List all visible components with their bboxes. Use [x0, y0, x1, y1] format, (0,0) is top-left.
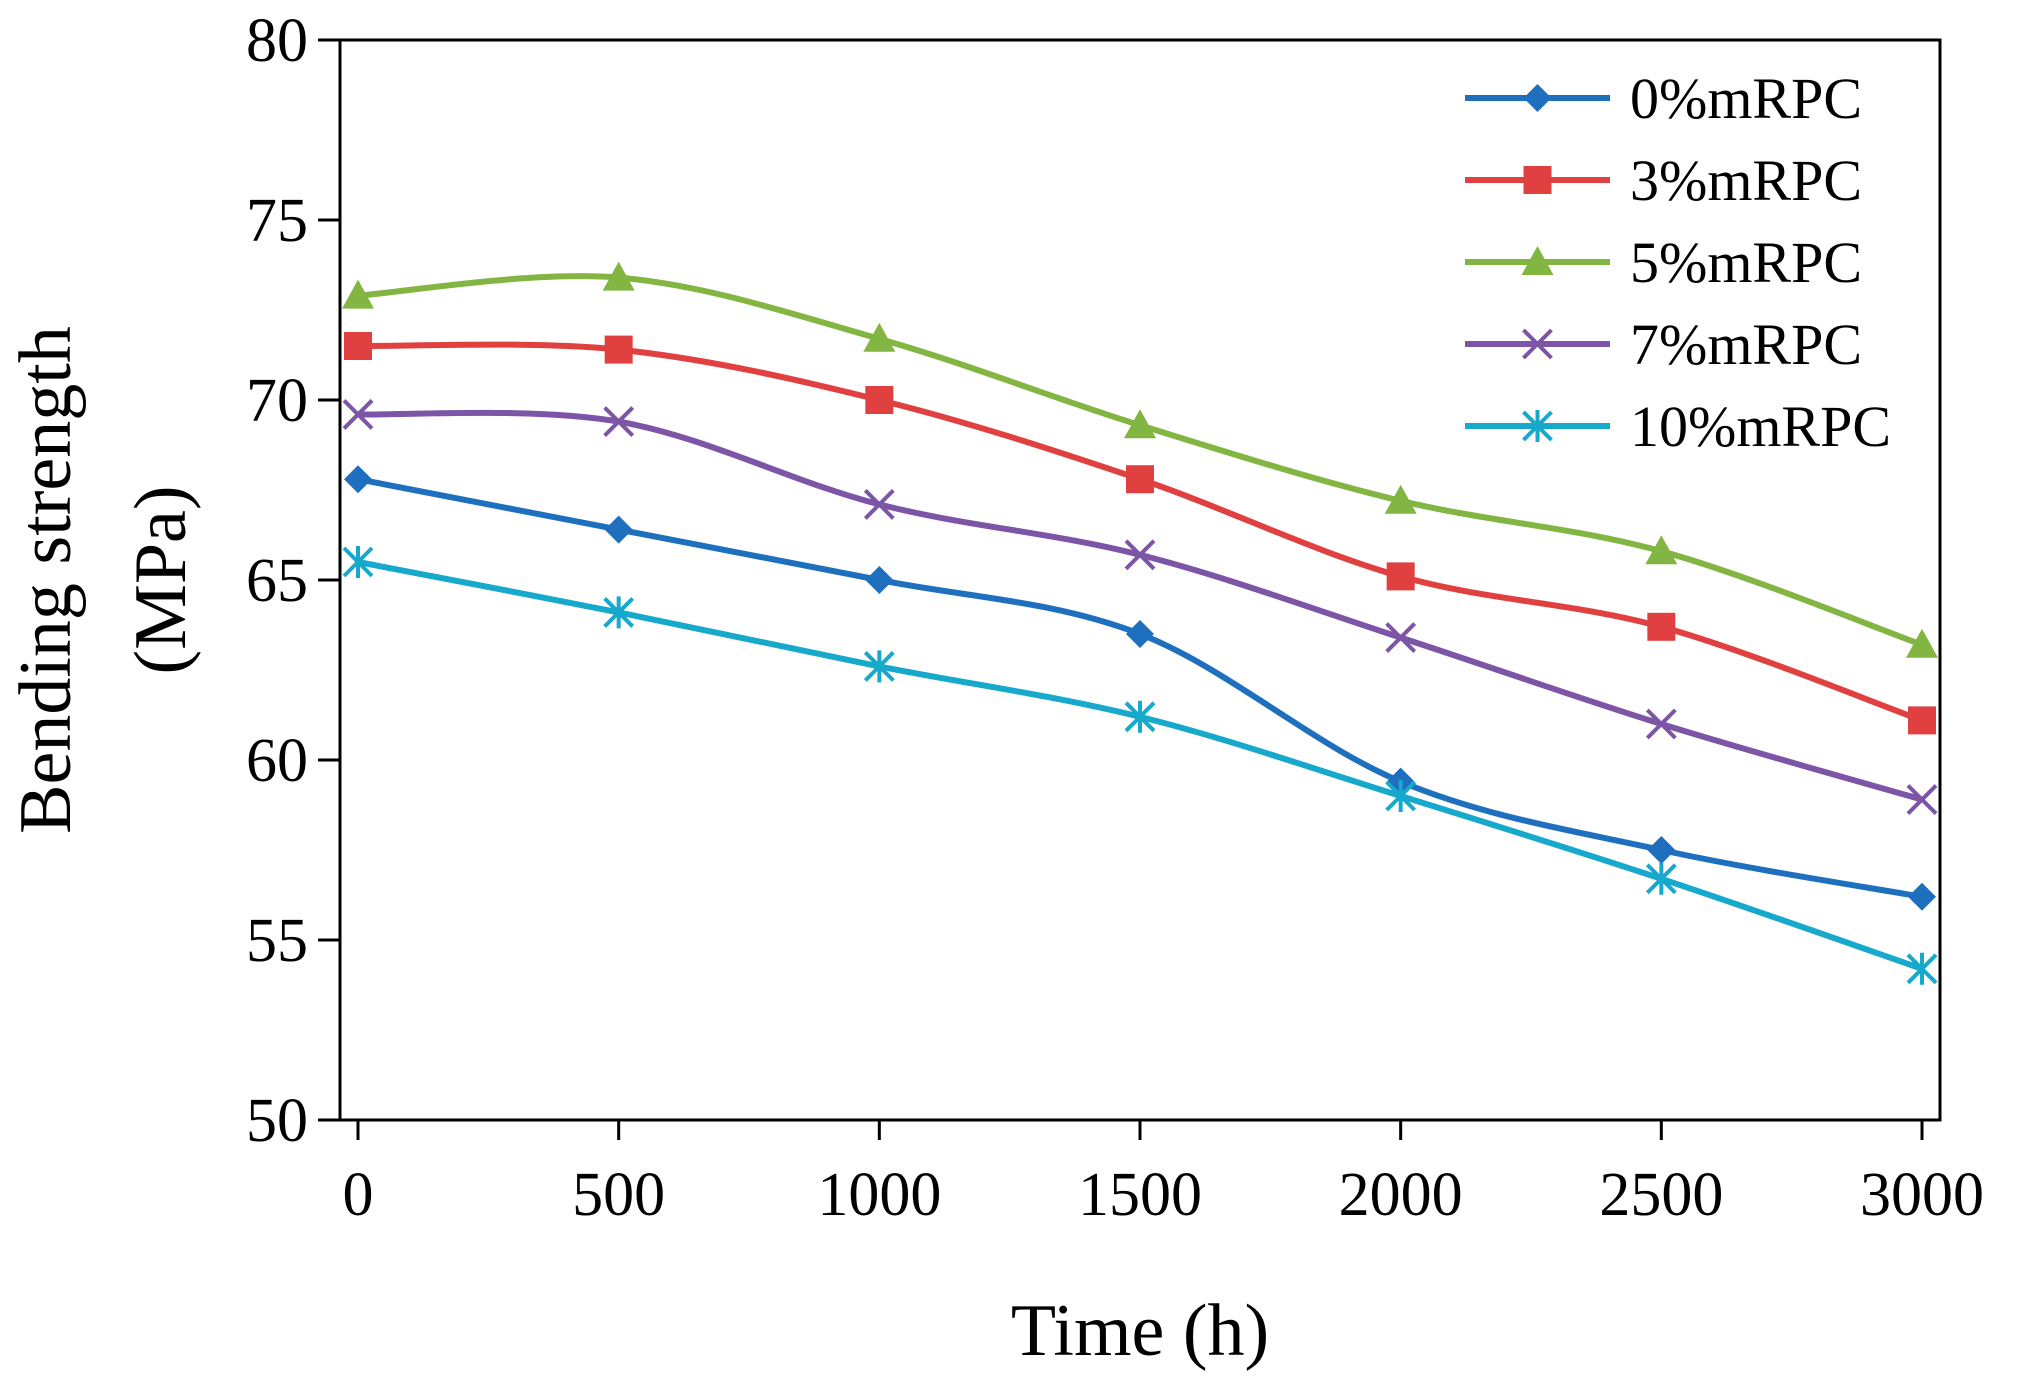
data-point [1647, 836, 1676, 864]
data-point [344, 465, 372, 494]
data-point [1906, 784, 1938, 816]
y-tick-label: 60 [246, 727, 308, 795]
y-axis-title-line2: (MPa) [120, 485, 202, 674]
legend-label: 0%mRPC [1630, 66, 1862, 131]
data-point [342, 279, 374, 309]
legend-marker [1523, 84, 1552, 112]
legend-marker [1521, 246, 1554, 275]
data-point [602, 261, 635, 291]
y-tick-label: 50 [246, 1087, 308, 1155]
y-tick-label: 80 [246, 7, 308, 75]
data-point [603, 596, 635, 629]
legend-label: 3%mRPC [1630, 148, 1862, 213]
x-tick-label: 1000 [817, 1161, 941, 1229]
x-axis-title: Time (h) [1011, 1290, 1269, 1372]
legend-item: 10%mRPC [1465, 394, 1891, 459]
legend-item: 0%mRPC [1465, 66, 1862, 131]
data-point [1908, 882, 1936, 911]
y-axis-title: Bending strength (MPa) [5, 326, 202, 834]
y-tick-label: 55 [246, 907, 308, 975]
data-point [1906, 628, 1938, 658]
data-point [603, 406, 635, 438]
y-tick-label: 70 [246, 367, 308, 435]
data-point [865, 566, 894, 594]
y-axis-ticks: 50 55 60 65 70 75 80 [246, 7, 340, 1155]
series-5%mRPC [342, 261, 1938, 658]
data-point [1908, 706, 1936, 735]
data-point [863, 650, 895, 683]
data-point [342, 398, 374, 430]
data-point [342, 546, 374, 578]
y-axis-title-line1: Bending strength [5, 326, 87, 834]
data-point [1647, 612, 1676, 641]
data-point [604, 515, 633, 544]
legend-marker [1523, 166, 1552, 194]
data-point [1386, 562, 1415, 591]
x-tick-label: 3000 [1860, 1161, 1984, 1229]
legend-label: 7%mRPC [1630, 312, 1862, 377]
legend-label: 10%mRPC [1630, 394, 1891, 459]
legend-item: 7%mRPC [1465, 312, 1862, 377]
data-point [1906, 952, 1938, 985]
data-point [1124, 700, 1156, 733]
series-0%mRPC [344, 465, 1936, 911]
series-10%mRPC [342, 546, 1938, 985]
data-point [1645, 862, 1677, 895]
series-layer [342, 261, 1938, 985]
legend-item: 5%mRPC [1465, 230, 1862, 295]
data-point [863, 488, 895, 520]
x-tick-label: 2500 [1599, 1161, 1723, 1229]
x-tick-label: 2000 [1339, 1161, 1463, 1229]
legend-label: 5%mRPC [1630, 230, 1862, 295]
y-tick-label: 65 [246, 547, 308, 615]
legend: 0%mRPC 3%mRPC 5%mRPC 7%mRPC 10%mRPC [1465, 66, 1891, 459]
data-point [863, 322, 896, 352]
legend-marker [1522, 410, 1553, 442]
data-point [1124, 539, 1156, 571]
x-tick-label: 1500 [1078, 1161, 1202, 1229]
series-line [355, 476, 1925, 900]
data-point [1126, 465, 1154, 494]
legend-marker [1522, 328, 1553, 360]
x-tick-label: 0 [343, 1161, 374, 1229]
data-point [1645, 535, 1678, 565]
data-point [1124, 409, 1156, 439]
data-point [344, 332, 372, 360]
y-tick-label: 75 [246, 187, 308, 255]
data-point [1384, 484, 1417, 514]
data-point [604, 335, 633, 364]
series-3%mRPC [344, 332, 1936, 735]
series-7%mRPC [342, 398, 1938, 816]
data-point [1385, 622, 1417, 654]
data-point [1126, 620, 1154, 648]
x-tick-label: 500 [572, 1161, 665, 1229]
legend-item: 3%mRPC [1465, 148, 1862, 213]
data-point [1645, 708, 1677, 740]
data-point [865, 386, 894, 414]
x-axis-ticks: 0 500 1000 1500 2000 2500 3000 [343, 1120, 1984, 1229]
data-point [1385, 780, 1417, 812]
